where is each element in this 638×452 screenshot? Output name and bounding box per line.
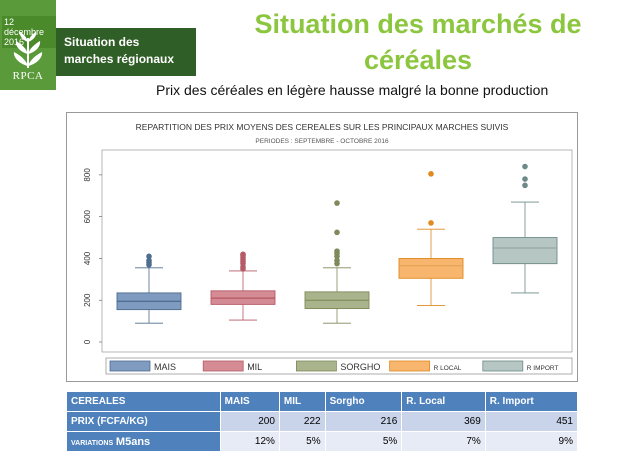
variation-label-small: VARIATIONS bbox=[71, 439, 114, 447]
box-iqr bbox=[210, 290, 276, 305]
legend-swatch bbox=[202, 360, 244, 372]
outlier-point bbox=[146, 253, 152, 260]
wheat-logo-icon bbox=[13, 32, 43, 68]
y-axis: 0 200 400 600 800 bbox=[83, 168, 102, 344]
table-row-variation: VARIATIONS M5ans 12% 5% 5% 7% 9% bbox=[66, 431, 579, 452]
outlier-point bbox=[428, 220, 434, 226]
variation-label-big: M5ans bbox=[115, 435, 151, 448]
outlier-point bbox=[522, 176, 528, 182]
legend-label: SORGHO bbox=[340, 362, 380, 372]
y-tick-label: 800 bbox=[83, 168, 92, 182]
table-header-row: CEREALES MAIS MIL Sorgho R. Local R. Imp… bbox=[66, 391, 579, 412]
price-cell: 369 bbox=[401, 411, 486, 432]
outlier-point bbox=[522, 182, 528, 189]
section-label: Situation des marches régionaux bbox=[56, 28, 196, 76]
legend-label: MAIS bbox=[154, 362, 176, 372]
price-cell: 222 bbox=[278, 411, 326, 432]
outlier-point bbox=[334, 229, 340, 236]
chart-title: REPARTITION DES PRIX MOYENS DES CEREALES… bbox=[136, 122, 509, 132]
outlier-point bbox=[334, 248, 340, 254]
y-tick-label: 400 bbox=[83, 251, 92, 265]
variation-cell: 12% bbox=[219, 431, 280, 452]
y-tick-label: 200 bbox=[83, 293, 92, 307]
box-iqr bbox=[492, 237, 558, 265]
table-header-cell: R. Local bbox=[401, 391, 486, 412]
section-line-1: Situation des bbox=[64, 35, 140, 49]
table-header-cell: MIL bbox=[278, 391, 326, 412]
row-label-variation: VARIATIONS M5ans bbox=[66, 431, 221, 452]
box-mil bbox=[210, 251, 276, 321]
logo-text: RPCA bbox=[12, 70, 44, 82]
boxplot-chart: REPARTITION DES PRIX MOYENS DES CEREALES… bbox=[66, 112, 578, 382]
legend-label: R LOCAL bbox=[434, 365, 462, 372]
price-cell: 451 bbox=[484, 411, 579, 432]
box-iqr bbox=[398, 257, 464, 279]
outlier-point bbox=[522, 163, 528, 170]
chart-subtitle: PERIODES : SEPTEMBRE - OCTOBRE 2016 bbox=[255, 138, 389, 145]
section-line-2: marches régionaux bbox=[64, 52, 175, 66]
legend-swatch bbox=[109, 360, 151, 372]
price-cell: 200 bbox=[219, 411, 280, 432]
outlier-point bbox=[334, 200, 340, 206]
chart-svg: REPARTITION DES PRIX MOYENS DES CEREALES… bbox=[66, 112, 578, 382]
y-tick-label: 0 bbox=[83, 339, 92, 344]
page-title: Situation des marchés de céréales bbox=[200, 6, 636, 78]
row-label-price: PRIX (FCFA/KG) bbox=[66, 411, 221, 432]
variation-cell: 5% bbox=[324, 431, 403, 452]
legend-swatch bbox=[295, 360, 337, 372]
legend-swatch bbox=[389, 360, 431, 372]
table-header-cell: MAIS bbox=[219, 391, 280, 412]
variation-cell: 9% bbox=[484, 431, 579, 452]
outlier-point bbox=[334, 257, 340, 264]
variation-cell: 5% bbox=[278, 431, 326, 452]
box-r-import bbox=[492, 163, 558, 294]
outlier-point bbox=[428, 171, 434, 177]
variation-cell: 7% bbox=[401, 431, 486, 452]
chart-legend: MAIS MIL SORGHO R LOCAL R IMPORT bbox=[105, 357, 573, 375]
table-row-price: PRIX (FCFA/KG) 200 222 216 369 451 bbox=[66, 411, 579, 432]
box-sorgho bbox=[304, 200, 370, 324]
page-title-line-2: céréales bbox=[363, 45, 473, 75]
table-header-cell: R. Import bbox=[484, 391, 579, 412]
table-header-cell: Sorgho bbox=[324, 391, 403, 412]
y-tick-label: 600 bbox=[83, 209, 92, 223]
page-subtitle: Prix des céréales en légère hausse malgr… bbox=[156, 82, 549, 98]
price-cell: 216 bbox=[324, 411, 403, 432]
table-header-cell: CEREALES bbox=[66, 391, 221, 412]
legend-label: MIL bbox=[247, 362, 262, 372]
brand-sidebar: 12 décembre 2016 RPCA bbox=[0, 0, 56, 90]
price-table: CEREALES MAIS MIL Sorgho R. Local R. Imp… bbox=[66, 391, 579, 452]
legend-swatch bbox=[482, 360, 524, 372]
outlier-point bbox=[146, 257, 152, 264]
box-r-local bbox=[398, 171, 464, 306]
box-mais bbox=[116, 253, 182, 324]
outlier-point bbox=[240, 251, 246, 258]
page-title-line-1: Situation des marchés de bbox=[254, 9, 582, 39]
legend-label: R IMPORT bbox=[527, 365, 559, 372]
box-series bbox=[116, 163, 558, 324]
